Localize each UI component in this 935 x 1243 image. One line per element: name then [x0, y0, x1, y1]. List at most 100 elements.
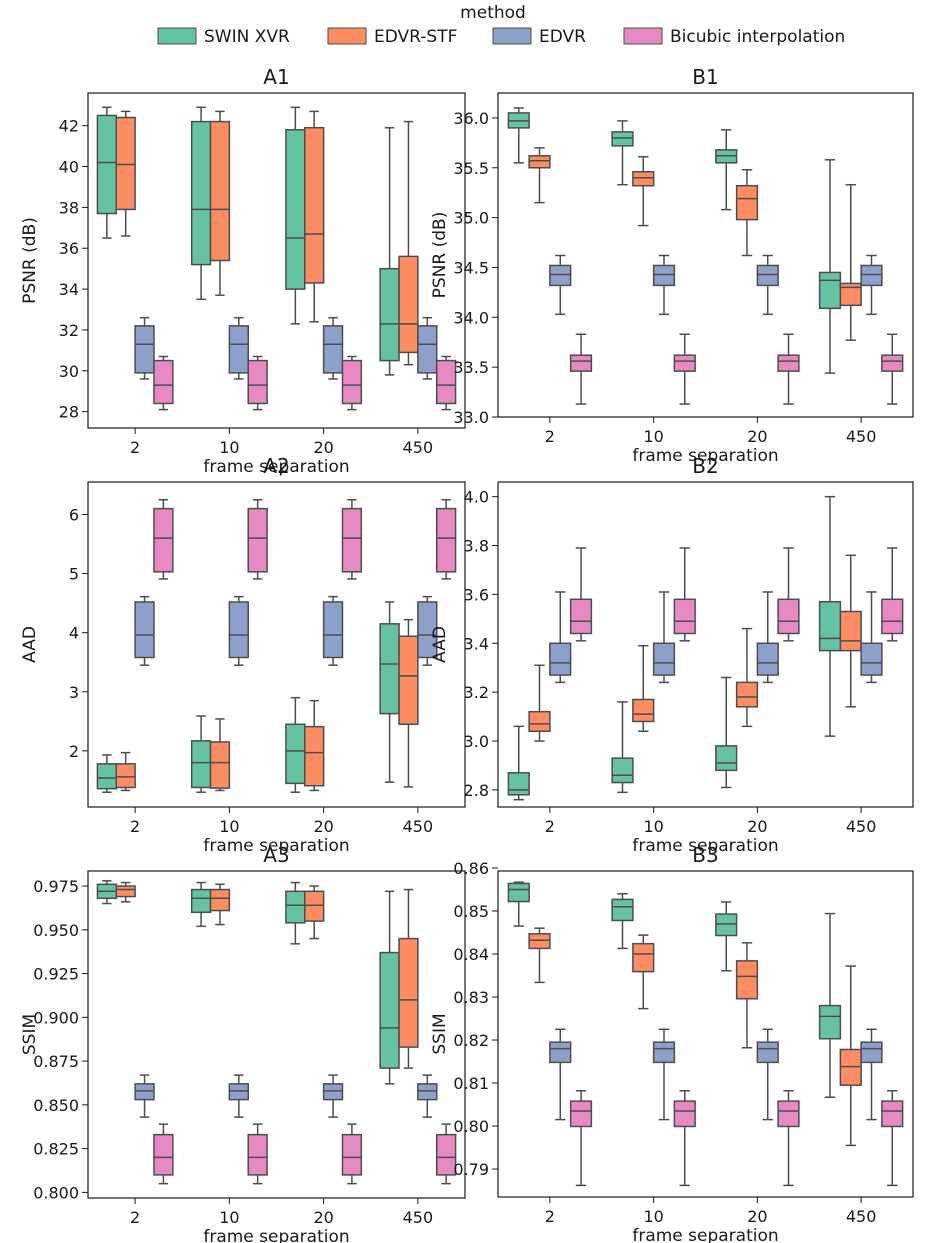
x-axis-label: frame separation — [203, 1227, 349, 1243]
legend-swatch — [623, 27, 663, 45]
box-A2-edvr-20 — [322, 595, 344, 666]
plot-frame — [497, 92, 914, 418]
box-iqr — [632, 698, 655, 723]
box-iqr — [190, 888, 212, 914]
box-iqr — [839, 610, 862, 652]
box-iqr — [134, 325, 155, 374]
box-A1-swin-xvr-450 — [379, 126, 400, 376]
box-A2-swin-xvr-10 — [190, 715, 212, 793]
plot-frame — [87, 870, 466, 1199]
box-B2-bicubic-interpolation-450 — [881, 547, 904, 642]
box-A3-bicubic-interpolation-20 — [341, 1123, 363, 1185]
x-tick-label: 450 — [403, 817, 434, 836]
box-B1-swin-xvr-20 — [715, 129, 738, 211]
box-A2-edvr-stf-2 — [115, 751, 136, 792]
x-tick-label: 450 — [403, 1208, 434, 1227]
x-tick-label: 10 — [219, 817, 239, 836]
box-iqr — [115, 885, 136, 898]
box-A3-edvr-450 — [417, 1074, 438, 1118]
box-iqr — [379, 951, 400, 1069]
box-B1-bicubic-interpolation-20 — [777, 333, 800, 405]
box-iqr — [549, 1041, 572, 1064]
box-A3-edvr-stf-10 — [209, 883, 231, 926]
box-iqr — [115, 116, 136, 211]
box-A2-bicubic-interpolation-450 — [435, 498, 457, 580]
box-iqr — [652, 642, 676, 676]
panel-title: A2 — [263, 454, 289, 478]
x-tick-label: 20 — [747, 427, 767, 446]
box-iqr — [860, 264, 883, 287]
box-B1-swin-xvr-10 — [611, 120, 634, 186]
y-tick-label: 3 — [69, 683, 79, 702]
box-iqr — [528, 155, 551, 169]
box-A1-swin-xvr-20 — [285, 106, 306, 325]
y-tick-label: 3.6 — [464, 585, 489, 604]
box-iqr — [285, 723, 306, 785]
box-B2-swin-xvr-450 — [818, 495, 842, 737]
box-A1-bicubic-interpolation-2 — [153, 355, 174, 411]
box-iqr — [379, 623, 400, 715]
x-axis-label: frame separation — [203, 836, 349, 856]
box-B2-bicubic-interpolation-20 — [777, 547, 800, 642]
box-iqr — [528, 710, 551, 732]
box-iqr — [777, 598, 800, 635]
box-iqr — [322, 601, 344, 659]
legend-entry-1: SWIN XVR — [157, 27, 290, 47]
box-B3-bicubic-interpolation-10 — [673, 1090, 696, 1187]
box-iqr — [632, 942, 655, 973]
legend-swatch — [327, 27, 367, 45]
box-iqr — [209, 741, 231, 789]
box-iqr — [777, 1100, 800, 1128]
box-iqr — [247, 1133, 268, 1176]
y-tick-label: 34 — [59, 280, 79, 299]
y-tick-label: 0.900 — [33, 1008, 79, 1027]
y-tick-label: 34.0 — [453, 308, 489, 327]
box-B1-bicubic-interpolation-10 — [673, 333, 696, 405]
box-B1-bicubic-interpolation-2 — [569, 333, 593, 405]
box-A3-edvr-stf-20 — [304, 885, 325, 940]
box-iqr — [341, 1133, 363, 1176]
box-iqr — [341, 507, 363, 573]
box-iqr — [435, 507, 457, 573]
y-tick-label: 0.82 — [453, 1031, 489, 1050]
box-iqr — [818, 600, 842, 652]
box-B2-edvr-20 — [756, 591, 779, 684]
box-B1-edvr-stf-20 — [735, 169, 759, 257]
box-B1-edvr-20 — [756, 254, 779, 316]
box-iqr — [860, 1041, 883, 1064]
y-axis-label: SSIM — [430, 1013, 450, 1054]
y-axis-label: AAD — [430, 626, 450, 663]
box-B1-bicubic-interpolation-450 — [881, 333, 904, 405]
box-iqr — [228, 601, 249, 659]
box-A1-edvr-stf-20 — [304, 110, 325, 323]
box-A2-bicubic-interpolation-10 — [247, 498, 268, 580]
y-tick-label: 0.85 — [453, 902, 489, 921]
box-iqr — [134, 1083, 155, 1101]
legend-label: EDVR — [539, 27, 586, 47]
box-iqr — [818, 1004, 842, 1040]
box-iqr — [756, 642, 779, 676]
box-A2-bicubic-interpolation-20 — [341, 498, 363, 580]
x-tick-label: 10 — [643, 1207, 663, 1226]
box-iqr — [417, 601, 438, 659]
plot-frame — [87, 481, 466, 808]
legend-label: EDVR-STF — [374, 27, 457, 47]
box-B2-edvr-2 — [549, 591, 572, 684]
box-iqr — [881, 1100, 904, 1128]
box-B1-edvr-10 — [652, 254, 676, 316]
y-tick-label: 0.84 — [453, 945, 489, 964]
y-tick-label: 0.950 — [33, 921, 79, 940]
box-B1-edvr-stf-10 — [632, 156, 655, 227]
box-iqr — [569, 1100, 593, 1128]
box-iqr — [96, 763, 118, 790]
box-B2-swin-xvr-20 — [715, 676, 738, 789]
x-tick-label: 450 — [846, 427, 877, 446]
y-tick-label: 0.975 — [33, 877, 79, 896]
box-iqr — [881, 354, 904, 372]
box-B2-bicubic-interpolation-10 — [673, 547, 696, 642]
box-iqr — [611, 131, 634, 147]
box-iqr — [398, 937, 419, 1048]
box-A2-edvr-stf-10 — [209, 718, 231, 792]
box-iqr — [839, 282, 862, 307]
box-A1-edvr-450 — [417, 316, 438, 380]
